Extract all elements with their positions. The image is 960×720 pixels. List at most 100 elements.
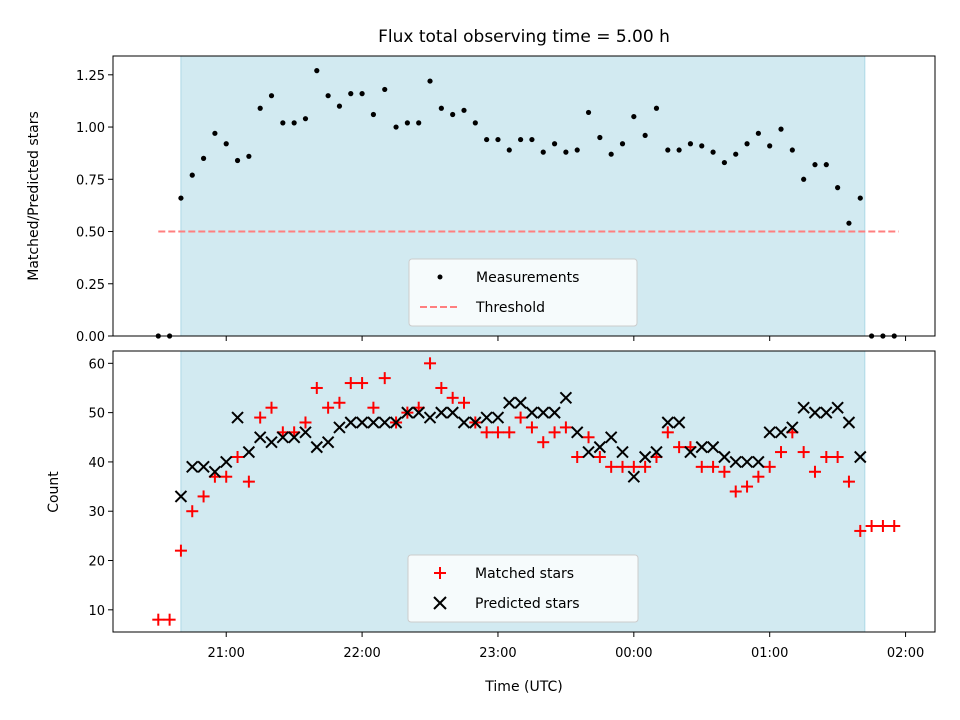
ratio-x-ticks [225, 336, 907, 341]
measurement-point [585, 109, 592, 116]
predicted-star-point [831, 401, 844, 414]
matched-star-point [888, 520, 901, 533]
ratio-y-ticks: 0.00 0.25 0.50 0.75 1.00 1.25 [76, 69, 113, 345]
measurement-point [257, 105, 263, 111]
predicted-star-point [854, 450, 867, 464]
matched-star-point [627, 460, 640, 473]
x-tick-label: 02:00 [887, 646, 924, 661]
matched-star-point [707, 460, 720, 473]
predicted-star-point [582, 445, 595, 459]
matched-star-point [639, 460, 652, 473]
predicted-star-point [389, 416, 403, 429]
measurement-point [427, 78, 433, 84]
measurement-point [234, 157, 241, 164]
matched-star-point [775, 446, 788, 459]
measurement-point [325, 93, 331, 99]
matched-star-point [356, 377, 369, 390]
matched-star-point [378, 372, 391, 385]
predicted-star-point [287, 431, 301, 444]
legend-matched-label: Matched stars [475, 566, 574, 582]
measurement-point [551, 141, 558, 147]
predicted-star-point [446, 406, 459, 419]
predicted-star-point [718, 450, 731, 464]
measurement-point [223, 141, 229, 147]
matched-star-point [333, 396, 346, 409]
measurement-point [733, 151, 739, 157]
predicted-star-point [537, 406, 550, 419]
matched-star-point [254, 411, 267, 424]
measurement-point [857, 195, 863, 201]
measurement-point [812, 162, 818, 168]
predicted-star-point [593, 440, 607, 454]
count-axes-frame [112, 350, 936, 633]
matched-star-point [491, 426, 504, 439]
measurement-point [314, 68, 320, 74]
matched-star-point [220, 470, 233, 483]
measurement-point [484, 136, 490, 143]
predicted-star-point [401, 406, 414, 419]
predicted-star-point [253, 431, 267, 444]
predicted-star-point [842, 416, 856, 429]
matched-star-point [559, 421, 572, 434]
predicted-star-point [786, 421, 799, 434]
matched-star-point [854, 524, 867, 537]
measurement-point [189, 172, 195, 178]
matched-star-point [605, 460, 618, 473]
matched-star-point [457, 396, 470, 409]
predicted-star-point [355, 416, 369, 429]
y-tick-label: 0.25 [76, 278, 105, 293]
matched-star-point [808, 465, 821, 478]
matched-star-point [514, 411, 527, 424]
measurement-point [336, 103, 343, 109]
measurement-point [778, 126, 784, 132]
legend-predicted-label: Predicted stars [475, 596, 580, 612]
matched-star-point [231, 450, 244, 463]
x-tick-label: 23:00 [479, 646, 516, 661]
predicted-star-point [197, 460, 210, 474]
x-tick-label: 01:00 [751, 646, 788, 661]
matched-star-point [367, 401, 380, 414]
predicted-star-point [571, 426, 584, 439]
predicted-star-point [186, 460, 199, 474]
measurement-point [370, 111, 377, 118]
matched-star-point [322, 401, 335, 414]
y-tick-label: 20 [88, 555, 105, 570]
measurement-point [665, 147, 671, 153]
predicted-star-point [480, 411, 493, 424]
matched-star-point [593, 450, 606, 463]
matched-star-point [242, 475, 255, 488]
measurement-point [801, 176, 807, 182]
predicted-star-point [797, 401, 810, 414]
measurement-point [563, 149, 569, 155]
matched-star-point [525, 421, 538, 434]
matched-star-point [842, 475, 855, 488]
x-axis-label: Time (UTC) [484, 679, 562, 695]
matched-star-point [344, 377, 357, 390]
measurement-point [506, 147, 512, 153]
measurement-point [280, 120, 286, 126]
measurement-point [653, 105, 660, 111]
matched-star-point [582, 431, 595, 444]
predicted-star-point [435, 406, 448, 419]
y-tick-label: 1.25 [76, 69, 105, 84]
matched-star-point [831, 450, 844, 463]
predicted-star-point [763, 426, 776, 439]
matched-star-point [865, 520, 878, 533]
predicted-star-point [638, 450, 652, 464]
predicted-star-point [514, 396, 527, 409]
measurement-point [642, 132, 648, 139]
measurement-point [382, 86, 388, 93]
ratio-y-axis-label: Matched/Predicted stars [26, 111, 42, 281]
measurement-point [846, 220, 852, 226]
matched-star-point [695, 460, 708, 473]
matched-star-point [729, 485, 742, 498]
measurement-point [823, 162, 829, 168]
legend-matched-marker [434, 567, 446, 579]
count-series [152, 357, 901, 626]
predicted-star-point [333, 421, 346, 434]
matched-star-point [503, 426, 516, 439]
measurement-point [835, 185, 841, 191]
count-x-ticks: 21:00 22:00 23:00 00:00 01:00 02:00 [207, 632, 924, 661]
measurement-point [631, 113, 637, 120]
